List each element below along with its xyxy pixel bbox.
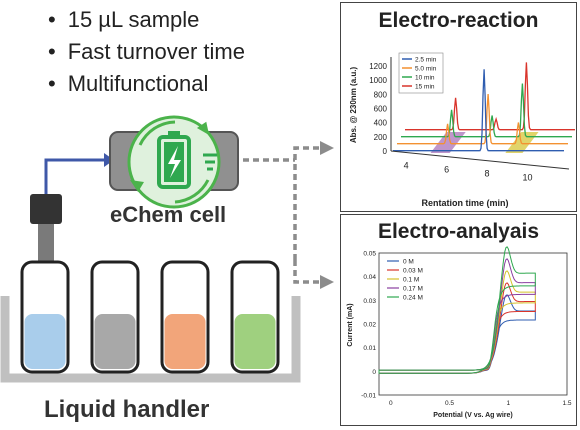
x-axis-label: Potential (V vs. Ag wire) xyxy=(433,412,512,419)
y-tick-label: 800 xyxy=(374,90,388,99)
cell-label: eChem cell xyxy=(110,202,227,227)
electro-reaction-panel: Electro-reaction 0 200 400 600 800 1000 1200 Ab… xyxy=(340,2,577,212)
legend-label: 0.1 M xyxy=(403,277,419,284)
panel-title: Electro-reaction xyxy=(378,9,539,32)
x-tick-label: 10 xyxy=(523,173,533,183)
legend-label: 0 M xyxy=(403,259,414,266)
y-axis-label: Abs. @ 230nm (a.u.) xyxy=(349,67,358,144)
series-line xyxy=(397,94,568,145)
y-axis-label: Current (mA) xyxy=(347,303,354,346)
legend-label: 10 min xyxy=(415,75,435,82)
series-line xyxy=(378,294,536,374)
feature-item: Multifunctional xyxy=(48,68,245,100)
legend-label: 15 min xyxy=(415,84,435,91)
y-tick-label: 0.05 xyxy=(363,251,376,258)
y-tick-label: 600 xyxy=(374,105,388,114)
x-tick-label: 8 xyxy=(485,169,490,179)
setup-illustration xyxy=(0,115,334,383)
y-tick-label: 0.02 xyxy=(363,322,376,329)
y-tick-label: 200 xyxy=(374,133,388,142)
reaction-chart: 0 200 400 600 800 1000 1200 Abs. @ 230nm (a.u.)… xyxy=(349,52,575,208)
vial xyxy=(230,260,280,374)
plot-frame xyxy=(378,252,568,396)
panel-title: Electro-analyais xyxy=(377,220,540,243)
y-tick-label: 400 xyxy=(374,119,388,128)
x-tick-label: 6 xyxy=(444,165,449,175)
feature-list: 15 µL sample Fast turnover time Multifun… xyxy=(48,4,245,100)
x-tick-label: 4 xyxy=(404,161,409,171)
y-tick-label: 0 xyxy=(372,369,376,376)
battery-icon xyxy=(157,131,191,189)
legend-label: 0.17 M xyxy=(403,286,423,293)
arrow-to-reaction xyxy=(320,141,334,155)
shaded-region xyxy=(505,132,539,153)
tray xyxy=(0,296,301,383)
feature-item: 15 µL sample xyxy=(48,4,245,36)
vial xyxy=(20,260,70,374)
tubing xyxy=(44,158,112,194)
vial xyxy=(90,260,140,374)
legend-label: 2.5 min xyxy=(415,57,437,64)
x-axis-label: Rentation time (min) xyxy=(422,198,509,208)
x-tick-label: 1 xyxy=(506,400,510,407)
y-tick-label: 0 xyxy=(383,147,388,156)
y-tick-label: 1200 xyxy=(369,62,387,71)
y-tick-label: 0.03 xyxy=(363,298,376,305)
arrow-to-analysis xyxy=(320,275,334,289)
x-tick-label: 0.5 xyxy=(445,400,454,407)
feature-item: Fast turnover time xyxy=(48,36,245,68)
shaded-region xyxy=(430,132,466,153)
analysis-chart: 0 0.5 1 1.5 -0.01 0 0.01 0.02 0.03 0.04 0.05 Potent… xyxy=(347,246,572,419)
vial xyxy=(160,260,210,374)
legend-label: 0.03 M xyxy=(403,268,423,275)
x-tick-label: 1.5 xyxy=(562,400,571,407)
probe-head xyxy=(30,194,62,224)
ground-icon xyxy=(203,153,217,171)
x-axis xyxy=(390,150,570,170)
y-tick-label: 0.01 xyxy=(363,345,376,352)
series-line xyxy=(378,246,536,374)
y-tick-label: -0.01 xyxy=(361,393,376,400)
legend-label: 5.0 min xyxy=(415,66,437,73)
y-tick-label: 1000 xyxy=(369,76,387,85)
cycle-arrow xyxy=(174,179,210,204)
electro-analysis-panel: Electro-analyais 0 0.5 1 1.5 -0.01 0 0.01 0.02 0… xyxy=(340,214,577,426)
series-line xyxy=(393,69,564,152)
dashed-connector xyxy=(243,146,322,284)
legend-label: 0.24 M xyxy=(403,295,423,302)
y-tick-label: 0.04 xyxy=(363,274,376,281)
cycle-arrow xyxy=(138,120,176,146)
handler-label: Liquid handler xyxy=(44,396,210,423)
x-tick-label: 0 xyxy=(389,400,393,407)
